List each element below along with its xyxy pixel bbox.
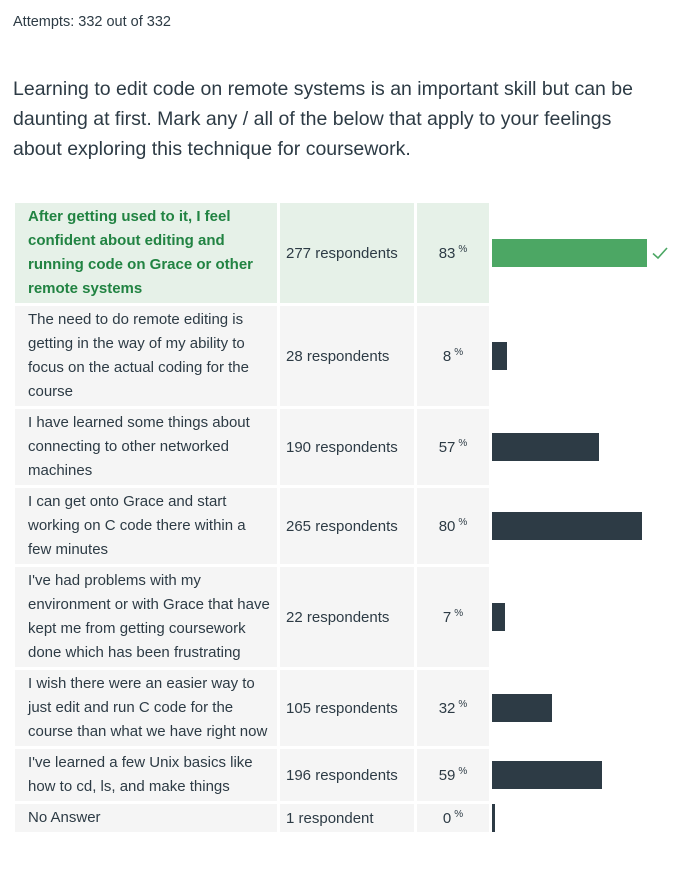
answer-text: The need to do remote editing is getting… [15,306,277,406]
answer-percent: 0% [417,804,489,832]
respondent-count: 22 respondents [280,567,414,667]
respondent-count: 1 respondent [280,804,414,832]
answer-text: No Answer [15,804,277,832]
percent-value: 83 [438,244,456,262]
answer-percent: 57% [417,409,489,485]
percent-value: 80 [438,517,456,535]
answer-percent: 7% [417,567,489,667]
percent-symbol: % [458,765,468,777]
percent-bar [492,433,599,461]
answer-percent: 80% [417,488,489,564]
bar-container [492,670,652,746]
respondent-count: 196 respondents [280,749,414,801]
percent-bar [492,761,602,789]
answer-row: I can get onto Grace and start working o… [15,488,665,564]
respondent-count: 277 respondents [280,203,414,303]
respondent-count: 190 respondents [280,409,414,485]
answer-row: After getting used to it, I feel confide… [15,203,668,303]
percent-symbol: % [458,437,468,449]
percent-value: 57 [438,438,456,456]
percent-symbol: % [458,243,468,255]
answer-percent: 59% [417,749,489,801]
percent-value: 7 [442,608,452,626]
percent-symbol: % [454,808,464,820]
answer-text: I can get onto Grace and start working o… [15,488,277,564]
bar-container [492,749,652,801]
bar-container [492,804,652,832]
question-text: Learning to edit code on remote systems … [13,78,633,160]
answer-row: The need to do remote editing is getting… [15,306,665,406]
percent-bar [492,804,495,832]
percent-symbol: % [458,698,468,710]
bar-container [492,567,652,667]
answer-results-table: After getting used to it, I feel confide… [15,203,668,835]
bar-container [492,203,668,303]
bar-container [492,488,652,564]
answer-text: I've learned a few Unix basics like how … [15,749,277,801]
answer-text: I wish there were an easier way to just … [15,670,277,746]
answer-row: No Answer 1 respondent 0% [15,804,665,832]
bar-container [492,409,652,485]
percent-bar [492,603,505,631]
percent-value: 0 [442,809,452,827]
percent-bar [492,694,552,722]
percent-bar [492,239,647,267]
answer-text: After getting used to it, I feel confide… [15,203,277,303]
answer-text: I have learned some things about connect… [15,409,277,485]
answer-row: I have learned some things about connect… [15,409,665,485]
percent-symbol: % [454,607,464,619]
percent-value: 8 [442,347,452,365]
respondent-count: 28 respondents [280,306,414,406]
answer-percent: 8% [417,306,489,406]
answer-text: I've had problems with my environment or… [15,567,277,667]
answer-row: I've learned a few Unix basics like how … [15,749,665,801]
answer-row: I wish there were an easier way to just … [15,670,665,746]
respondent-count: 265 respondents [280,488,414,564]
percent-bar [492,512,642,540]
attempts-count: Attempts: 332 out of 332 [13,14,171,30]
percent-value: 32 [438,699,456,717]
percent-value: 59 [438,766,456,784]
percent-symbol: % [454,346,464,358]
answer-percent: 83% [417,203,489,303]
percent-symbol: % [458,516,468,528]
answer-row: I've had problems with my environment or… [15,567,665,667]
respondent-count: 105 respondents [280,670,414,746]
correct-check-icon [652,247,668,260]
answer-percent: 32% [417,670,489,746]
percent-bar [492,342,507,370]
bar-container [492,306,652,406]
